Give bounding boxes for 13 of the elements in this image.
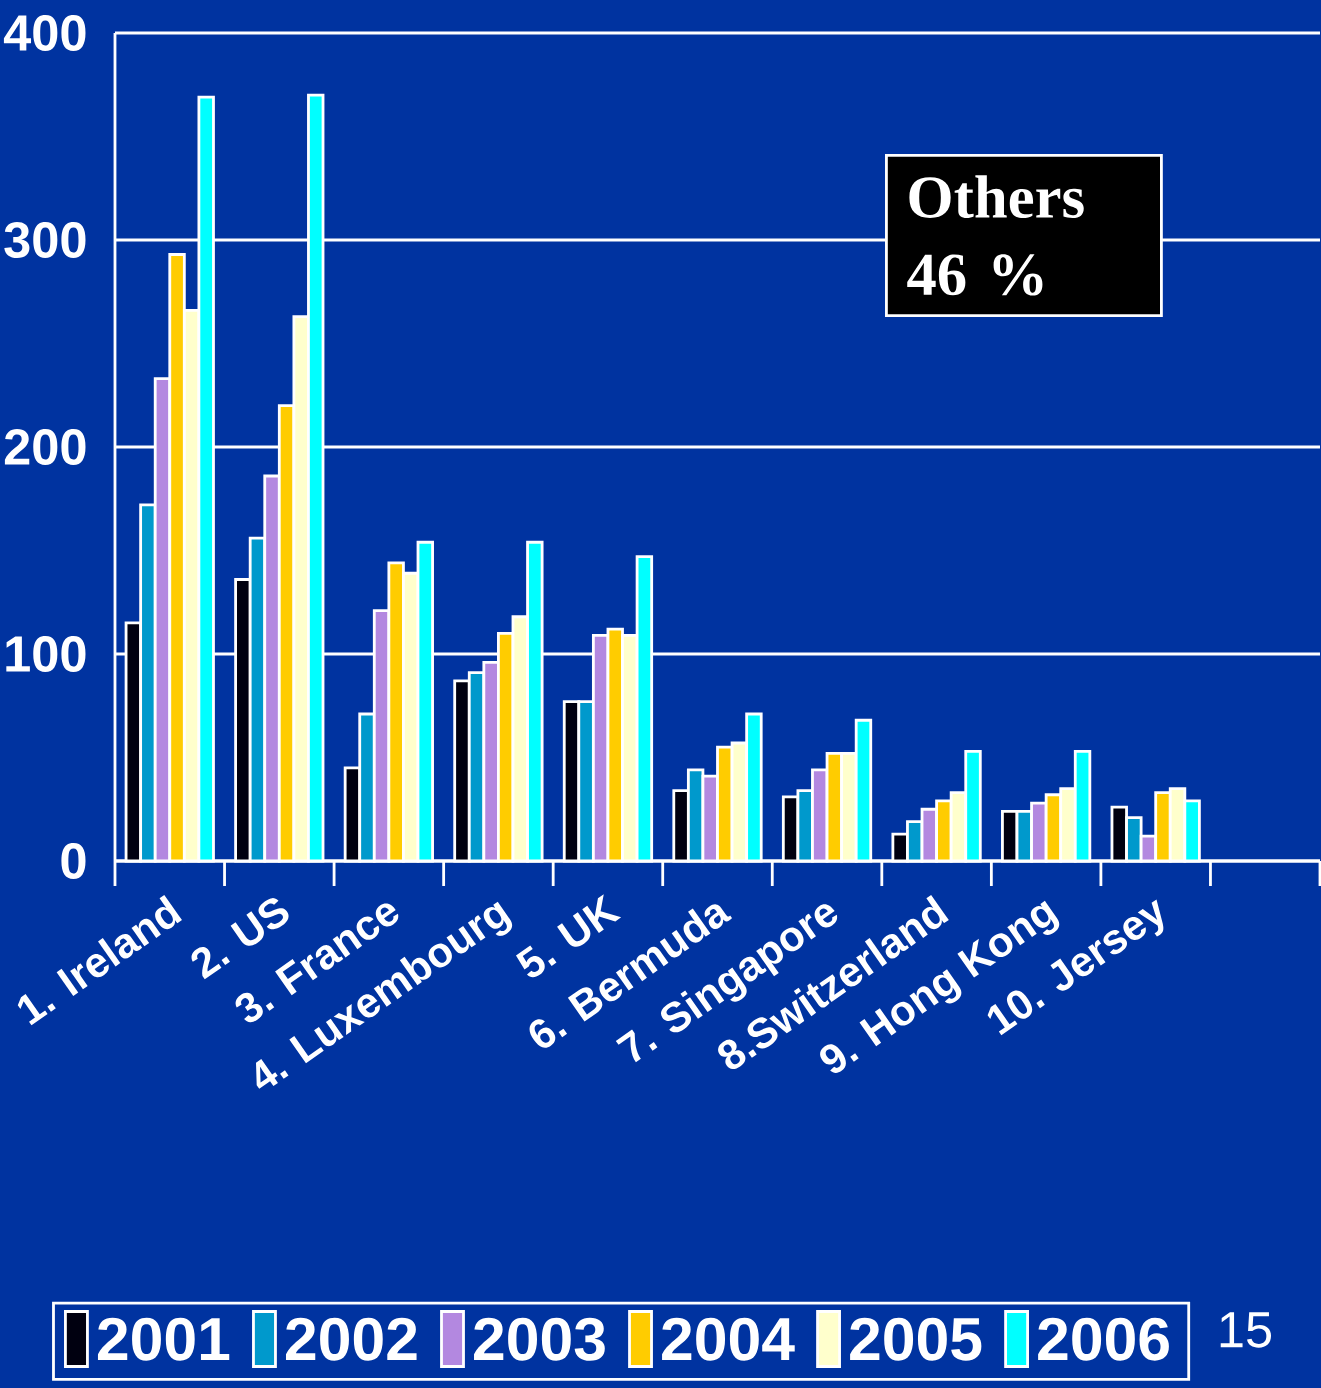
legend-label: 2001 (97, 1317, 230, 1361)
y-tick-label: 300 (4, 222, 86, 258)
text: 15 (1220, 1312, 1272, 1348)
legend-label: 2002 (285, 1317, 417, 1361)
y-tick-label: 100 (6, 636, 86, 672)
y-tick-label: 400 (3, 15, 86, 51)
legend-label: 2003 (474, 1317, 605, 1361)
y-tick-label: 200 (4, 429, 86, 465)
legend-label: 2006 (1038, 1317, 1169, 1361)
y-tick-label: 0 (61, 843, 86, 879)
legend-label: 2004 (662, 1317, 795, 1361)
annotation: Others 46 % (907, 175, 1084, 296)
legend-label: 2005 (850, 1317, 982, 1361)
